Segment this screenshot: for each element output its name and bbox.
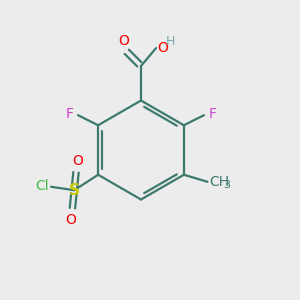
Text: S: S [69,183,80,198]
Text: F: F [208,107,217,121]
Text: O: O [65,213,76,227]
Text: F: F [65,107,74,121]
Text: O: O [72,154,83,168]
Text: O: O [158,41,168,55]
Text: O: O [118,34,129,48]
Text: 3: 3 [223,180,230,190]
Text: CH: CH [209,175,229,189]
Text: Cl: Cl [35,179,49,193]
Text: H: H [166,35,175,48]
